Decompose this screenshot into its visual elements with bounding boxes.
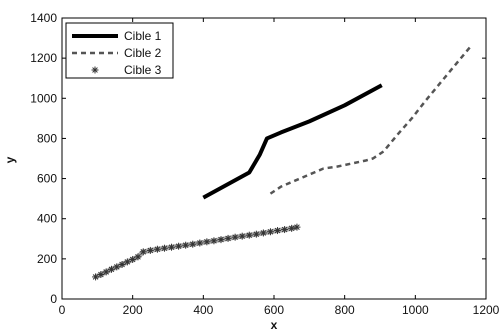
series-3-point [97,271,105,279]
x-tick-label: 0 [59,303,66,317]
legend-label-cible-1: Cible 1 [124,29,162,43]
series-3-point [189,240,197,248]
series-3-point [160,244,168,252]
x-tick-label: 800 [335,303,355,317]
star-stroke [204,238,210,245]
star-stroke [182,242,189,249]
star-stroke [253,231,260,237]
star-stroke [225,235,231,242]
star-stroke [154,246,161,253]
series-3-point [123,258,131,266]
series-3-point [139,248,147,256]
legend-box [65,22,174,79]
star-stroke [108,266,115,273]
star-stroke [161,245,168,252]
series-3-point [288,224,296,232]
x-tick-label: 1000 [402,303,429,317]
x-tick-label: 200 [123,303,143,317]
star-stroke [281,226,288,233]
legend-item-cible-2: Cible 2 [72,46,162,60]
series-3-point [118,260,126,268]
star-stroke [129,256,136,263]
star-stroke [168,244,175,251]
y-tick-label: 1400 [30,11,57,25]
series-3-point [293,223,301,231]
y-tick-label: 800 [37,131,57,145]
series-layer [92,46,472,281]
star-stroke [260,230,267,236]
star-stroke [103,269,109,275]
series-3-point [175,242,183,250]
x-tick-label: 1200 [473,303,500,317]
series-3-point [113,263,121,271]
series-3-point [259,229,267,237]
x-axis-label: x [271,318,278,332]
y-tick-label: 600 [37,172,57,186]
legend-item-cible-1: Cible 1 [72,29,162,43]
y-tick-label: 400 [37,212,57,226]
star-stroke [246,232,253,238]
star-stroke [288,225,295,232]
series-3-point [102,268,110,276]
series-3-point [146,246,154,254]
x-tick-label: 600 [264,303,284,317]
star-stroke [119,261,125,268]
star-stroke [218,236,224,243]
star-stroke [211,237,217,244]
y-tick-label: 1000 [30,91,57,105]
series-3-point [182,241,190,249]
series-3-point [210,237,218,245]
star-stroke [239,233,246,239]
series-3-point [231,233,239,241]
y-tick-label: 1200 [30,51,57,65]
star-stroke [98,271,104,278]
legend: Cible 1 Cible 2 Cible 3 [65,22,174,79]
star-stroke [92,274,99,280]
legend-item-cible-3: Cible 3 [91,63,162,77]
y-tick-label: 200 [37,252,57,266]
series-3-point [217,236,225,244]
legend-label-cible-2: Cible 2 [124,46,162,60]
star-stroke [175,243,182,250]
star-stroke [274,227,281,234]
series-3-point [281,226,289,234]
series-2-line [269,46,472,195]
star-stroke [124,259,131,265]
y-axis-label: y [3,156,17,163]
series-3-point [203,238,211,246]
legend-swatch-cible-3 [91,66,99,74]
star-stroke [147,247,154,254]
series-3-point [266,228,274,236]
star-stroke [189,241,196,248]
axis-ticks: 0 200 400 600 800 1000 1200 0 200 400 600 800 1000 12… [30,11,499,317]
star-stroke [140,249,147,255]
series-3-point [107,265,115,273]
series-3-point [134,253,142,261]
y-tick-label: 0 [50,292,57,306]
star-stroke [92,67,98,73]
star-stroke [267,228,274,235]
series-3-point [224,234,232,242]
series-3-point [92,273,100,281]
legend-label-cible-3: Cible 3 [124,63,162,77]
star-stroke [196,240,203,246]
star-stroke [232,234,238,240]
star-stroke [294,224,300,230]
star-stroke [135,254,141,260]
series-1-line [202,83,383,200]
series-3-point [252,230,260,238]
star-stroke [113,264,120,270]
series-3-point [153,245,161,253]
series-3-point [274,227,282,235]
series-3-point [129,255,137,263]
series-3-point [196,239,204,247]
series-3-point [238,232,246,240]
series-3-point [168,243,176,251]
legend-star-marker [91,66,99,74]
series-3-point [245,231,253,239]
x-tick-label: 400 [193,303,213,317]
